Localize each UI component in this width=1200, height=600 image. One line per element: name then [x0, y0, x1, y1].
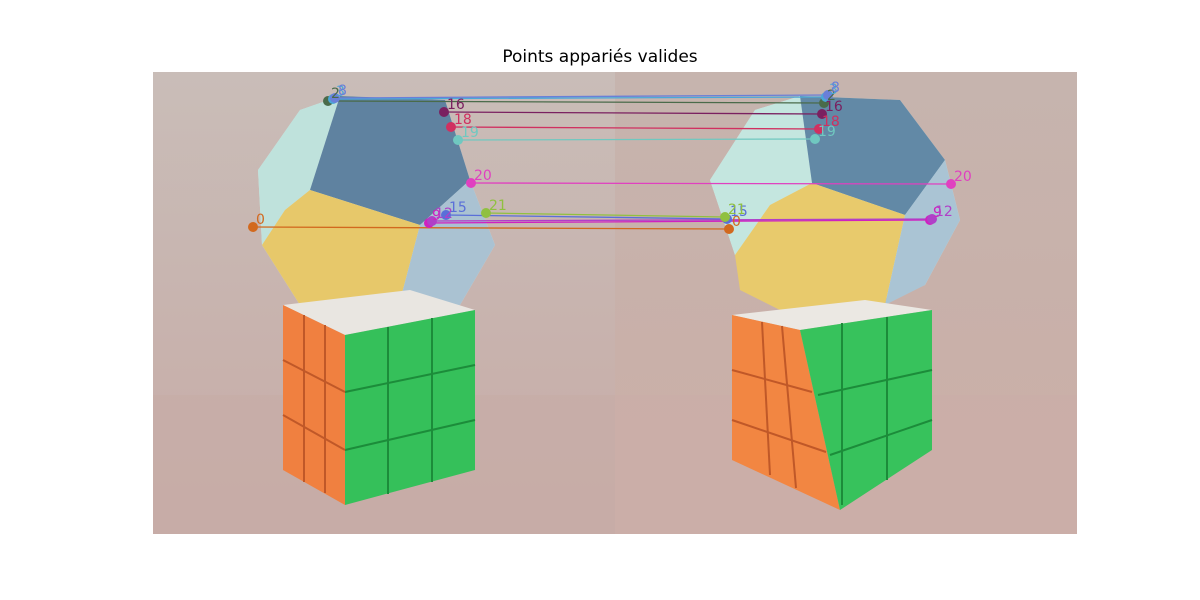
keypoint-right-19	[810, 134, 820, 144]
match-line-9	[428, 219, 931, 224]
keypoint-label-left-21: 21	[489, 198, 507, 214]
keypoint-right-8	[823, 90, 833, 100]
keypoint-right-21	[720, 212, 730, 222]
figure-title: Points appariés valides	[502, 47, 698, 67]
match-line-19	[457, 138, 816, 141]
match-points	[248, 90, 956, 234]
match-line-2	[327, 100, 825, 104]
keypoint-right-18	[814, 124, 824, 134]
keypoint-label-left-20: 20	[474, 168, 492, 184]
keypoint-right-20	[946, 179, 956, 189]
keypoint-label-left-19: 19	[461, 125, 479, 141]
keypoint-label-left-3: 3	[336, 84, 345, 100]
keypoint-left-18	[446, 122, 456, 132]
keypoint-right-16	[817, 109, 827, 119]
match-line-16	[443, 111, 823, 115]
keypoint-left-8	[330, 93, 340, 103]
keypoint-label-right-0: 0	[732, 214, 741, 230]
keypoint-label-right-8: 8	[831, 80, 840, 96]
keypoint-label-left-9: 9	[432, 208, 441, 224]
match-lines	[252, 94, 952, 230]
left-photo	[153, 72, 615, 534]
keypoint-label-left-8: 8	[338, 83, 347, 99]
keypoint-left-15	[441, 210, 451, 220]
keypoint-label-left-15: 15	[449, 200, 467, 216]
match-line-12	[431, 218, 933, 222]
keypoint-label-right-9: 9	[933, 205, 942, 221]
keypoint-left-0	[248, 222, 258, 232]
keypoint-left-20	[466, 178, 476, 188]
keypoint-label-left-18: 18	[454, 112, 472, 128]
keypoint-label-right-12: 12	[935, 204, 953, 220]
match-line-21	[485, 212, 726, 218]
keypoint-label-left-0: 0	[256, 212, 265, 228]
keypoint-label-right-16: 16	[825, 99, 843, 115]
match-line-8	[334, 94, 829, 99]
keypoint-label-right-19: 19	[818, 124, 836, 140]
keypoint-label-left-16: 16	[447, 97, 465, 113]
keypoint-label-right-21: 21	[728, 202, 746, 218]
keypoint-left-19	[453, 135, 463, 145]
keypoint-label-right-18: 18	[822, 114, 840, 130]
keypoint-left-21	[481, 208, 491, 218]
right-photo	[615, 72, 1077, 534]
keypoint-label-left-2: 2	[331, 86, 340, 102]
match-line-18	[450, 126, 820, 130]
match-line-15	[445, 214, 728, 220]
keypoint-label-right-15: 15	[730, 204, 748, 220]
keypoint-label-left-12: 12	[435, 206, 453, 222]
match-line-3	[332, 96, 827, 100]
keypoint-left-16	[439, 107, 449, 117]
keypoint-right-0	[724, 224, 734, 234]
keypoint-label-right-3: 3	[829, 82, 838, 98]
match-line-0	[252, 226, 730, 230]
keypoint-label-right-20: 20	[954, 169, 972, 185]
keypoint-left-12	[427, 216, 437, 226]
keypoint-label-right-2: 2	[827, 88, 836, 104]
match-line-20	[470, 182, 952, 185]
keypoint-right-12	[927, 214, 937, 224]
